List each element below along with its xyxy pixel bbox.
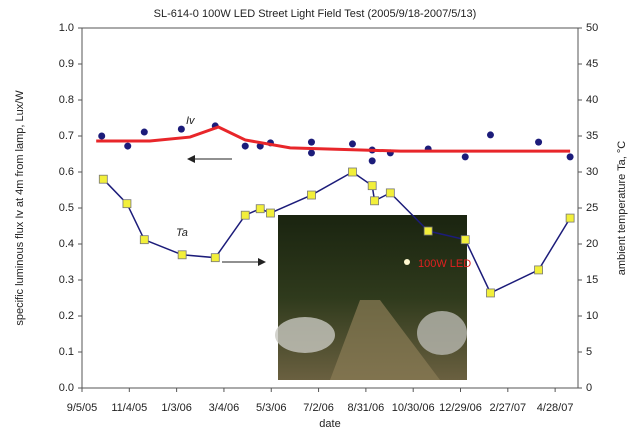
- y2-axis-label: ambient temperature Ta, °C: [616, 141, 628, 275]
- marker: [307, 138, 315, 146]
- y-tick-label: 0.6: [59, 166, 74, 178]
- y2-tick-label: 25: [586, 202, 598, 214]
- marker: [122, 199, 132, 209]
- marker: [367, 181, 377, 191]
- marker: [210, 253, 220, 263]
- marker: [241, 142, 249, 150]
- marker: [348, 140, 356, 148]
- marker: [98, 132, 106, 140]
- y-tick-label: 0.9: [59, 58, 74, 70]
- y2-tick-label: 5: [586, 346, 592, 358]
- x-tick-label: 5/3/06: [256, 402, 287, 414]
- x-tick-label: 12/29/06: [439, 402, 482, 414]
- marker: [98, 174, 108, 184]
- x-tick-label: 1/3/06: [161, 402, 192, 414]
- photo-label: 100W LED: [418, 258, 471, 270]
- x-tick-label: 8/31/06: [348, 402, 385, 414]
- x-tick-label: 4/28/07: [537, 402, 574, 414]
- y-tick-label: 0.0: [59, 382, 74, 394]
- marker: [177, 250, 187, 260]
- y-tick-label: 0.5: [59, 202, 74, 214]
- x-tick-label: 3/4/06: [209, 402, 240, 414]
- marker: [307, 149, 315, 157]
- y-tick-label: 0.4: [59, 238, 74, 250]
- y2-tick-label: 35: [586, 130, 598, 142]
- y-tick-label: 0.2: [59, 310, 74, 322]
- marker: [535, 138, 543, 146]
- x-axis-label: date: [319, 418, 340, 430]
- marker: [486, 288, 495, 298]
- y2-tick-label: 15: [586, 274, 598, 286]
- y-tick-label: 0.8: [59, 94, 74, 106]
- marker: [255, 204, 265, 214]
- series-line: [102, 171, 571, 294]
- marker: [348, 167, 357, 177]
- marker: [307, 190, 316, 200]
- y2-tick-label: 30: [586, 166, 598, 178]
- y2-tick-label: 50: [586, 22, 598, 34]
- y2-tick-label: 20: [586, 238, 598, 250]
- x-tick-label: 2/27/07: [489, 402, 526, 414]
- series-label: Iv: [186, 115, 196, 127]
- marker: [139, 235, 149, 245]
- x-tick-label: 9/5/05: [67, 402, 98, 414]
- marker: [460, 235, 470, 245]
- marker: [534, 265, 543, 275]
- marker: [368, 157, 376, 165]
- y-tick-label: 0.7: [59, 130, 74, 142]
- x-tick-label: 11/4/05: [111, 402, 147, 414]
- series-line: [96, 125, 571, 153]
- marker: [423, 226, 433, 236]
- x-tick-label: 7/2/06: [303, 402, 334, 414]
- marker: [566, 153, 574, 161]
- y-tick-label: 0.1: [59, 346, 74, 358]
- y2-tick-label: 40: [586, 94, 598, 106]
- y2-tick-label: 10: [586, 310, 598, 322]
- marker: [140, 128, 148, 136]
- marker: [240, 210, 250, 220]
- marker: [486, 131, 494, 139]
- photo: [275, 215, 467, 380]
- y2-tick-label: 0: [586, 382, 592, 394]
- y-tick-label: 0.3: [59, 274, 74, 286]
- marker: [177, 125, 185, 133]
- marker: [565, 213, 575, 223]
- x-tick-label: 10/30/06: [392, 402, 435, 414]
- y-tick-label: 1.0: [59, 22, 74, 34]
- marker: [461, 153, 469, 161]
- marker: [266, 208, 275, 218]
- chart-title: SL-614-0 100W LED Street Light Field Tes…: [154, 8, 477, 20]
- marker: [124, 142, 132, 150]
- marker: [370, 196, 379, 206]
- marker: [385, 188, 395, 198]
- y-axis-label: specific luminous flux Iv at 4m from lam…: [14, 90, 26, 326]
- series-label: Ta: [176, 227, 188, 239]
- y2-tick-label: 45: [586, 58, 598, 70]
